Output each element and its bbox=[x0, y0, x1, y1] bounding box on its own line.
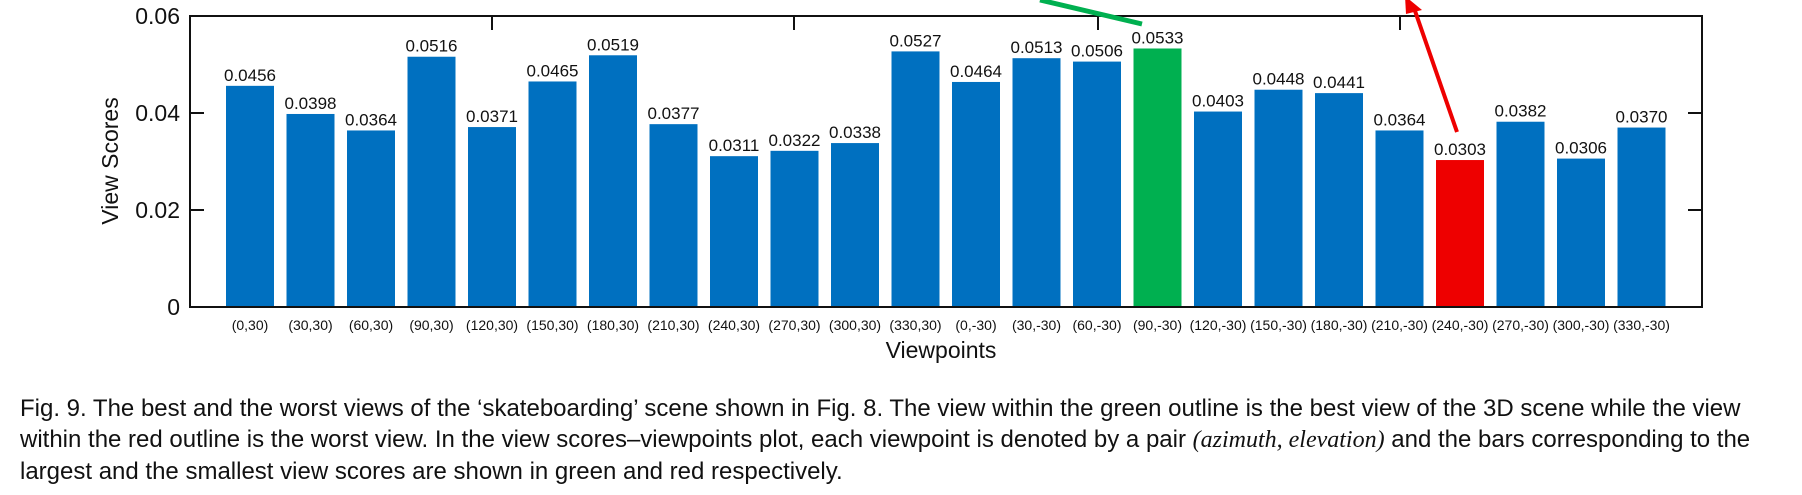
bar-4 bbox=[468, 127, 516, 307]
bar-value-label-6: 0.0519 bbox=[587, 35, 639, 54]
worst-view-arrowhead bbox=[1405, 0, 1422, 14]
x-tick-label-5: (150,30) bbox=[526, 317, 578, 333]
bar-labels-group: 0.0456 0.0398 0.0364 0.0516 0.0371 0.0465 0.05… bbox=[224, 28, 1668, 159]
caption-math: (azimuth, elevation) bbox=[1192, 427, 1385, 453]
x-tick-label-15: (90,-30) bbox=[1133, 317, 1182, 333]
x-tick-label-18: (180,-30) bbox=[1311, 317, 1368, 333]
bar-value-label-8: 0.0311 bbox=[709, 136, 760, 155]
x-tick-label-19: (210,-30) bbox=[1371, 317, 1428, 333]
x-tick-label-3: (90,30) bbox=[409, 317, 453, 333]
bar-value-label-17: 0.0448 bbox=[1253, 70, 1305, 89]
bar-value-label-3: 0.0516 bbox=[406, 37, 458, 56]
bar-19 bbox=[1375, 130, 1424, 307]
bar-value-label-13: 0.0513 bbox=[1011, 38, 1063, 57]
bar-18 bbox=[1315, 93, 1363, 308]
y-tick-label-3: 0.06 bbox=[135, 3, 180, 29]
bar-value-label-14: 0.0506 bbox=[1071, 42, 1123, 61]
axis-tick-marks bbox=[190, 15, 1702, 308]
bar-value-label-9: 0.0322 bbox=[769, 131, 821, 150]
bar-value-label-15: 0.0533 bbox=[1132, 28, 1184, 47]
y-axis-title: View Scores bbox=[97, 97, 123, 224]
bar-23 bbox=[1617, 127, 1666, 307]
x-tick-label-9: (270,30) bbox=[768, 317, 820, 333]
bar-8 bbox=[710, 156, 758, 307]
bar-16 bbox=[1194, 111, 1242, 307]
x-tick-label-7: (210,30) bbox=[647, 317, 699, 333]
bar-10 bbox=[831, 143, 879, 307]
bar-17 bbox=[1254, 89, 1303, 307]
bar-3 bbox=[407, 56, 456, 307]
x-tick-label-14: (60,-30) bbox=[1072, 317, 1121, 333]
x-tick-label-23: (330,-30) bbox=[1613, 317, 1670, 333]
y-ticks-group: 0 0.02 0.04 0.06 bbox=[135, 3, 180, 320]
bar-value-label-20: 0.0303 bbox=[1434, 140, 1486, 159]
x-tick-label-22: (300,-30) bbox=[1553, 317, 1610, 333]
best-view-pointer-line bbox=[1039, 0, 1143, 27]
bar-15 bbox=[1133, 48, 1182, 308]
x-axis-title: Viewpoints bbox=[886, 337, 997, 363]
x-tick-labels-group: (0,30) (30,30) (60,30) (90,30) (120,30) (150,… bbox=[232, 317, 1670, 333]
x-tick-label-2: (60,30) bbox=[349, 317, 393, 333]
x-tick-label-8: (240,30) bbox=[708, 317, 760, 333]
bar-14 bbox=[1073, 61, 1121, 308]
bar-value-label-2: 0.0364 bbox=[345, 110, 397, 129]
bar-6 bbox=[589, 55, 637, 307]
x-tick-label-13: (30,-30) bbox=[1012, 317, 1061, 333]
x-tick-label-1: (30,30) bbox=[288, 317, 332, 333]
caption-text: Fig. 9. The best and the worst views of … bbox=[20, 395, 1741, 453]
bar-20 bbox=[1436, 160, 1484, 307]
bar-value-label-4: 0.0371 bbox=[466, 107, 518, 126]
y-tick-label-1: 0.02 bbox=[135, 197, 180, 223]
x-tick-label-21: (270,-30) bbox=[1492, 317, 1549, 333]
bar-value-label-23: 0.0370 bbox=[1616, 108, 1668, 127]
x-tick-label-12: (0,-30) bbox=[955, 317, 996, 333]
bar-value-label-12: 0.0464 bbox=[950, 62, 1002, 81]
bar-12 bbox=[952, 81, 1000, 308]
bar-13 bbox=[1012, 58, 1061, 307]
bar-value-label-5: 0.0465 bbox=[527, 61, 579, 80]
caption-text-end: and the bars corresponding to the larges… bbox=[20, 426, 1751, 485]
bar-value-label-11: 0.0527 bbox=[890, 31, 942, 50]
bar-value-label-22: 0.0306 bbox=[1555, 139, 1607, 158]
bar-0 bbox=[226, 85, 274, 307]
bars-group bbox=[226, 48, 1666, 308]
x-tick-label-4: (120,30) bbox=[466, 317, 518, 333]
x-tick-label-0: (0,30) bbox=[232, 317, 269, 333]
bar-chart: 0.0456 0.0398 0.0364 0.0516 0.0371 0.0465 0.05… bbox=[97, 0, 1703, 363]
worst-view-pointer-arrow bbox=[1412, 7, 1459, 133]
figure-caption: Fig. 9. The best and the worst views of … bbox=[20, 393, 1790, 487]
bar-value-label-19: 0.0364 bbox=[1374, 110, 1426, 129]
bar-9 bbox=[770, 150, 819, 307]
plot-frame bbox=[189, 15, 1703, 308]
bar-value-label-1: 0.0398 bbox=[285, 94, 337, 113]
bar-value-label-18: 0.0441 bbox=[1313, 73, 1365, 92]
x-tick-label-16: (120,-30) bbox=[1190, 317, 1247, 333]
x-tick-label-20: (240,-30) bbox=[1432, 317, 1489, 333]
bar-7 bbox=[649, 124, 698, 307]
bar-22 bbox=[1557, 158, 1605, 307]
bar-value-label-0: 0.0456 bbox=[224, 66, 276, 85]
x-tick-label-17: (150,-30) bbox=[1250, 317, 1307, 333]
bar-11 bbox=[891, 51, 940, 307]
x-tick-label-11: (330,30) bbox=[889, 317, 941, 333]
bar-2 bbox=[347, 130, 395, 307]
bar-value-label-7: 0.0377 bbox=[648, 104, 700, 123]
x-tick-label-6: (180,30) bbox=[587, 317, 639, 333]
x-tick-label-10: (300,30) bbox=[829, 317, 881, 333]
bar-value-label-21: 0.0382 bbox=[1495, 102, 1547, 121]
y-tick-label-2: 0.04 bbox=[135, 100, 180, 126]
bar-1 bbox=[286, 113, 335, 307]
y-tick-label-0: 0 bbox=[167, 294, 180, 320]
bar-5 bbox=[528, 81, 577, 307]
bar-21 bbox=[1496, 121, 1545, 307]
bar-value-label-10: 0.0338 bbox=[829, 123, 881, 142]
bar-value-label-16: 0.0403 bbox=[1192, 92, 1244, 111]
